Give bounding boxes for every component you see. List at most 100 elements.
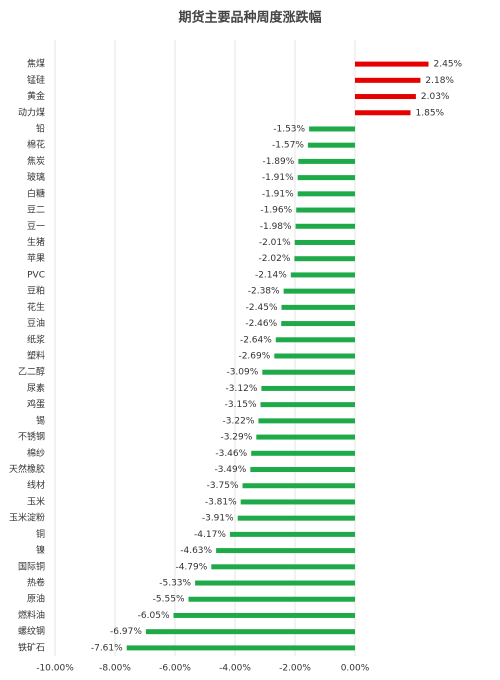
value-label: -2.46% bbox=[245, 319, 277, 329]
y-tick-label: 鸡蛋 bbox=[27, 398, 45, 410]
bar bbox=[195, 580, 355, 586]
value-label: -6.97% bbox=[110, 627, 142, 637]
y-tick-label: 纸浆 bbox=[27, 333, 45, 345]
bar bbox=[355, 110, 411, 116]
value-label: -3.81% bbox=[205, 497, 237, 507]
y-tick-label: 锡 bbox=[36, 415, 45, 426]
bar bbox=[294, 239, 355, 245]
value-label: -5.33% bbox=[159, 579, 191, 589]
bar bbox=[262, 369, 355, 375]
y-tick-label: PVC bbox=[27, 270, 45, 280]
x-tick-label: -6.00% bbox=[159, 664, 191, 674]
value-label: -2.14% bbox=[255, 270, 287, 280]
value-label: -1.91% bbox=[262, 173, 294, 183]
y-tick-label: 天然橡胶 bbox=[9, 463, 45, 475]
bar bbox=[275, 337, 355, 343]
x-tick-label: -4.00% bbox=[219, 664, 251, 674]
bar bbox=[261, 385, 355, 391]
y-tick-label: 豆油 bbox=[27, 317, 45, 329]
bar bbox=[298, 158, 355, 164]
bar bbox=[126, 645, 355, 651]
x-tick-label: -10.00% bbox=[36, 664, 74, 674]
y-tick-label: 燃料油 bbox=[18, 609, 45, 621]
y-tick-label: 玉米淀粉 bbox=[9, 512, 45, 524]
y-tick-label: 玻璃 bbox=[27, 171, 45, 183]
bar bbox=[229, 531, 355, 537]
bar bbox=[355, 77, 421, 83]
value-label: -3.22% bbox=[223, 416, 255, 426]
x-tick-label: 0.00% bbox=[341, 664, 370, 674]
bar bbox=[355, 61, 429, 67]
bar bbox=[240, 499, 355, 505]
value-label: 2.03% bbox=[421, 92, 450, 102]
value-label: -4.79% bbox=[175, 562, 207, 572]
x-tick-label: -2.00% bbox=[279, 664, 311, 674]
bar bbox=[274, 353, 355, 359]
y-tick-label: 铜 bbox=[36, 528, 45, 540]
y-tick-label: 螺纹钢 bbox=[18, 625, 45, 637]
value-label: -3.12% bbox=[226, 384, 258, 394]
value-label: -1.57% bbox=[272, 141, 304, 151]
value-label: -4.17% bbox=[194, 530, 226, 540]
value-label: -2.01% bbox=[259, 238, 291, 248]
value-label: -6.05% bbox=[138, 611, 170, 621]
bar bbox=[251, 450, 355, 456]
y-tick-label: 铅 bbox=[36, 122, 45, 134]
value-label: -2.02% bbox=[259, 254, 291, 264]
y-tick-label: 棉纱 bbox=[27, 447, 45, 459]
y-tick-label: 不锈钢 bbox=[18, 431, 45, 443]
bar bbox=[307, 142, 355, 148]
value-label: -3.15% bbox=[225, 400, 257, 410]
value-label: -3.91% bbox=[202, 514, 234, 524]
bar bbox=[297, 191, 355, 197]
y-tick-label: 原油 bbox=[27, 593, 45, 605]
y-tick-label: 动力煤 bbox=[18, 106, 45, 118]
y-tick-label: 苹果 bbox=[27, 252, 45, 264]
value-label: -1.98% bbox=[260, 222, 292, 232]
bar bbox=[250, 467, 355, 473]
y-tick-label: 焦煤 bbox=[27, 58, 45, 70]
bar bbox=[258, 418, 355, 424]
value-label: -1.96% bbox=[260, 206, 292, 216]
y-tick-label: 棉花 bbox=[27, 139, 45, 151]
value-label: -1.91% bbox=[262, 189, 294, 199]
bar bbox=[145, 629, 355, 635]
bar bbox=[309, 126, 355, 132]
bar bbox=[355, 94, 416, 100]
value-label: -1.53% bbox=[273, 124, 305, 134]
bar bbox=[281, 304, 355, 310]
bar bbox=[256, 434, 355, 440]
y-tick-label: 热卷 bbox=[27, 577, 45, 589]
y-tick-label: 玉米 bbox=[27, 495, 45, 507]
bar bbox=[283, 288, 355, 294]
value-label: -2.69% bbox=[238, 352, 270, 362]
y-tick-label: 白糖 bbox=[27, 187, 45, 199]
y-tick-label: 镍 bbox=[36, 544, 45, 556]
y-tick-label: 国际铜 bbox=[18, 560, 45, 572]
bar bbox=[173, 612, 355, 618]
value-label: 2.18% bbox=[425, 76, 454, 86]
bar bbox=[242, 483, 355, 489]
value-label: -7.61% bbox=[91, 643, 123, 653]
x-tick-label: -8.00% bbox=[99, 664, 131, 674]
value-label: -3.75% bbox=[207, 481, 239, 491]
y-tick-label: 线材 bbox=[27, 479, 45, 491]
bar bbox=[281, 321, 355, 327]
value-label: -3.46% bbox=[215, 449, 247, 459]
chart-title: 期货主要品种周度涨跌幅 bbox=[178, 10, 321, 26]
value-label: 2.45% bbox=[434, 60, 463, 70]
y-tick-label: 黄金 bbox=[27, 90, 45, 102]
bar bbox=[295, 223, 355, 229]
value-label: -4.63% bbox=[180, 546, 212, 556]
value-label: -3.09% bbox=[226, 368, 258, 378]
bar bbox=[260, 402, 355, 408]
value-label: -3.49% bbox=[214, 465, 246, 475]
bar bbox=[216, 548, 355, 554]
y-tick-label: 焦炭 bbox=[27, 155, 45, 167]
bar bbox=[188, 596, 355, 602]
y-tick-label: 豆粕 bbox=[27, 285, 45, 297]
bar bbox=[290, 272, 355, 278]
bar bbox=[294, 256, 355, 262]
value-label: -5.55% bbox=[153, 595, 185, 605]
